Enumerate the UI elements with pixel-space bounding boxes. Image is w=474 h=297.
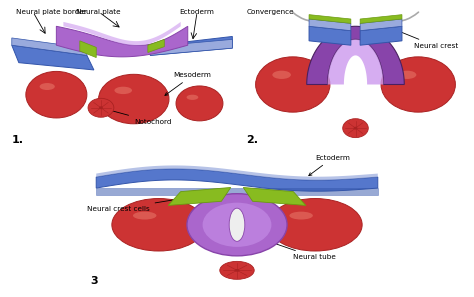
Polygon shape	[309, 19, 351, 31]
Polygon shape	[56, 26, 188, 57]
Text: Neural tube: Neural tube	[256, 237, 336, 260]
Polygon shape	[12, 38, 87, 55]
Ellipse shape	[26, 71, 87, 118]
Polygon shape	[148, 40, 164, 53]
Ellipse shape	[187, 194, 287, 256]
Ellipse shape	[290, 212, 313, 219]
Polygon shape	[96, 169, 378, 191]
Polygon shape	[150, 40, 232, 55]
Ellipse shape	[40, 83, 55, 90]
Ellipse shape	[220, 261, 254, 279]
Text: Convergence: Convergence	[246, 9, 294, 15]
Polygon shape	[80, 41, 96, 58]
Text: Neural crest: Neural crest	[394, 29, 458, 49]
Polygon shape	[360, 19, 402, 31]
Text: Mesoderm: Mesoderm	[165, 72, 211, 95]
Ellipse shape	[112, 198, 206, 251]
Polygon shape	[309, 26, 351, 45]
Ellipse shape	[88, 98, 114, 117]
Polygon shape	[243, 187, 306, 206]
Ellipse shape	[202, 203, 272, 247]
Ellipse shape	[187, 95, 198, 100]
Text: Ectoderm: Ectoderm	[309, 155, 350, 176]
Text: Neural crest cells: Neural crest cells	[87, 197, 186, 212]
Polygon shape	[360, 15, 402, 23]
Text: Neural plate border: Neural plate border	[17, 9, 87, 15]
Ellipse shape	[268, 198, 362, 251]
Polygon shape	[328, 40, 383, 84]
Ellipse shape	[133, 212, 156, 219]
Ellipse shape	[99, 106, 103, 109]
Ellipse shape	[255, 57, 330, 112]
Ellipse shape	[229, 208, 245, 241]
Text: 1.: 1.	[12, 135, 24, 145]
Polygon shape	[309, 15, 351, 23]
Polygon shape	[96, 165, 378, 180]
Ellipse shape	[343, 119, 368, 138]
Ellipse shape	[273, 71, 291, 79]
Polygon shape	[150, 37, 232, 55]
Text: Notochord: Notochord	[105, 108, 171, 125]
Polygon shape	[12, 45, 94, 70]
Ellipse shape	[176, 86, 223, 121]
Ellipse shape	[114, 87, 132, 94]
Polygon shape	[360, 26, 402, 45]
Text: Ectoderm: Ectoderm	[180, 9, 215, 15]
Polygon shape	[307, 26, 404, 84]
Ellipse shape	[235, 269, 239, 272]
Polygon shape	[96, 188, 378, 195]
Ellipse shape	[398, 71, 416, 79]
Text: Neural plate: Neural plate	[76, 9, 121, 15]
Polygon shape	[64, 22, 181, 45]
Ellipse shape	[354, 127, 357, 129]
Text: 3: 3	[90, 276, 98, 286]
Ellipse shape	[381, 57, 456, 112]
Ellipse shape	[99, 74, 169, 124]
Text: 2.: 2.	[246, 135, 258, 145]
Polygon shape	[168, 187, 231, 206]
